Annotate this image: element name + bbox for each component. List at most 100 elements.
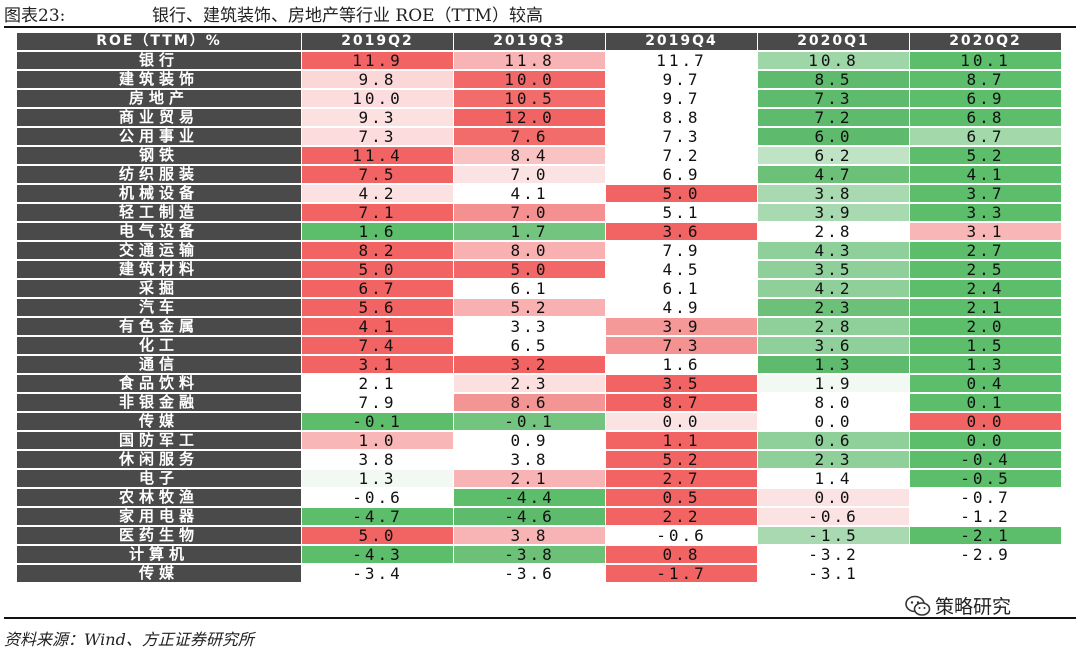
roe-value-cell: -3.2: [758, 546, 909, 563]
table-row: 休闲服务 3.8 3.8 5.2 2.3 -0.4: [17, 451, 1061, 468]
roe-value-cell: -0.6: [302, 489, 453, 506]
roe-value-cell: 1.3: [302, 470, 453, 487]
roe-value-cell: 0.6: [758, 432, 909, 449]
roe-value-cell: 3.5: [758, 261, 909, 278]
roe-value-cell: 1.6: [606, 356, 757, 373]
roe-value-cell: 2.7: [910, 242, 1061, 259]
roe-value-cell: 1.6: [302, 223, 453, 240]
roe-value-cell: 6.2: [758, 147, 909, 164]
roe-value-cell: 8.2: [302, 242, 453, 259]
industry-name-cell: 房地产: [17, 90, 301, 107]
roe-value-cell: 7.3: [606, 337, 757, 354]
roe-value-cell: 7.3: [606, 128, 757, 145]
roe-value-cell: -0.1: [454, 413, 605, 430]
roe-value-cell: 9.7: [606, 71, 757, 88]
roe-value-cell: -2.9: [910, 546, 1061, 563]
roe-value-cell: 10.8: [758, 52, 909, 69]
table-row: 非银金融 7.9 8.6 8.7 8.0 0.1: [17, 394, 1061, 411]
roe-value-cell: 2.4: [910, 280, 1061, 297]
table-row: 食品饮料 2.1 2.3 3.5 1.9 0.4: [17, 375, 1061, 392]
roe-value-cell: 2.3: [758, 299, 909, 316]
roe-value-cell: 5.0: [454, 261, 605, 278]
figure-title: 银行、建筑装饰、房地产等行业 ROE（TTM）较高: [152, 6, 543, 26]
roe-value-cell: 5.0: [302, 527, 453, 544]
industry-name-cell: 建筑装饰: [17, 71, 301, 88]
roe-value-cell: 4.2: [302, 185, 453, 202]
roe-value-cell: -3.4: [302, 565, 453, 582]
roe-value-cell: 1.1: [606, 432, 757, 449]
roe-value-cell: 3.3: [910, 204, 1061, 221]
roe-value-cell: 7.9: [606, 242, 757, 259]
roe-value-cell: 7.3: [758, 90, 909, 107]
roe-value-cell: 8.7: [910, 71, 1061, 88]
roe-value-cell: 2.3: [454, 375, 605, 392]
roe-value-cell: 2.7: [606, 470, 757, 487]
roe-value-cell: 2.3: [758, 451, 909, 468]
industry-name-cell: 采掘: [17, 280, 301, 297]
roe-value-cell: -0.1: [302, 413, 453, 430]
industry-name-cell: 传媒: [17, 413, 301, 430]
roe-value-cell: -0.6: [758, 508, 909, 525]
roe-value-cell: 9.3: [302, 109, 453, 126]
table-row: 建筑材料 5.0 5.0 4.5 3.5 2.5: [17, 261, 1061, 278]
roe-value-cell: 8.7: [606, 394, 757, 411]
roe-value-cell: 2.1: [302, 375, 453, 392]
roe-value-cell: -1.2: [910, 508, 1061, 525]
roe-value-cell: 7.0: [454, 166, 605, 183]
industry-name-cell: 有色金属: [17, 318, 301, 335]
roe-value-cell: 0.4: [910, 375, 1061, 392]
roe-value-cell: 8.0: [758, 394, 909, 411]
roe-value-cell: 7.4: [302, 337, 453, 354]
roe-value-cell: 5.6: [302, 299, 453, 316]
roe-value-cell: -4.6: [454, 508, 605, 525]
roe-value-cell: 4.3: [758, 242, 909, 259]
roe-value-cell: -2.1: [910, 527, 1061, 544]
roe-value-cell: 6.1: [454, 280, 605, 297]
table-row: 通信 3.1 3.2 1.6 1.3 1.3: [17, 356, 1061, 373]
roe-value-cell: 1.3: [910, 356, 1061, 373]
table-row: 医药生物 5.0 3.8 -0.6 -1.5 -2.1: [17, 527, 1061, 544]
table-row: 房地产 10.0 10.5 9.7 7.3 6.9: [17, 90, 1061, 107]
roe-value-cell: 7.5: [302, 166, 453, 183]
industry-name-cell: 医药生物: [17, 527, 301, 544]
roe-value-cell: -4.4: [454, 489, 605, 506]
figure-label: 图表23:: [4, 6, 66, 26]
roe-value-cell: 3.8: [454, 451, 605, 468]
roe-value-cell: 3.6: [758, 337, 909, 354]
roe-value-cell: 3.1: [910, 223, 1061, 240]
industry-name-cell: 商业贸易: [17, 109, 301, 126]
roe-value-cell: 10.5: [454, 90, 605, 107]
roe-value-cell: -1.7: [606, 565, 757, 582]
table-row: 农林牧渔 -0.6 -4.4 0.5 0.0 -0.7: [17, 489, 1061, 506]
industry-name-cell: 交通运输: [17, 242, 301, 259]
header-cell-2020q1: 2020Q1: [758, 33, 909, 50]
roe-value-cell: 5.0: [606, 185, 757, 202]
roe-value-cell: 8.5: [758, 71, 909, 88]
industry-name-cell: 传媒: [17, 565, 301, 582]
roe-value-cell: 1.0: [302, 432, 453, 449]
roe-value-cell: 5.0: [302, 261, 453, 278]
table-row: 商业贸易 9.3 12.0 8.8 7.2 6.8: [17, 109, 1061, 126]
roe-value-cell: 6.9: [606, 166, 757, 183]
roe-value-cell: 3.8: [758, 185, 909, 202]
table-row: 计算机 -4.3 -3.8 0.8 -3.2 -2.9: [17, 546, 1061, 563]
roe-value-cell: 0.0: [910, 432, 1061, 449]
roe-value-cell: 2.8: [758, 318, 909, 335]
table-row: 银行 11.9 11.8 11.7 10.8 10.1: [17, 52, 1061, 69]
header-cell-industry: ROE（TTM）%: [17, 33, 301, 50]
roe-value-cell: 8.6: [454, 394, 605, 411]
industry-name-cell: 银行: [17, 52, 301, 69]
roe-value-cell: 0.8: [606, 546, 757, 563]
roe-value-cell: 6.7: [302, 280, 453, 297]
table-row: 钢铁 11.4 8.4 7.2 6.2 5.2: [17, 147, 1061, 164]
roe-value-cell: 0.9: [454, 432, 605, 449]
roe-value-cell: 5.1: [606, 204, 757, 221]
table-row: 纺织服装 7.5 7.0 6.9 4.7 4.1: [17, 166, 1061, 183]
roe-value-cell: 8.0: [454, 242, 605, 259]
roe-value-cell: 3.2: [454, 356, 605, 373]
roe-value-cell: 10.0: [454, 71, 605, 88]
roe-value-cell: 10.1: [910, 52, 1061, 69]
roe-value-cell: -4.7: [302, 508, 453, 525]
roe-value-cell: 2.5: [910, 261, 1061, 278]
roe-value-cell: 2.1: [454, 470, 605, 487]
